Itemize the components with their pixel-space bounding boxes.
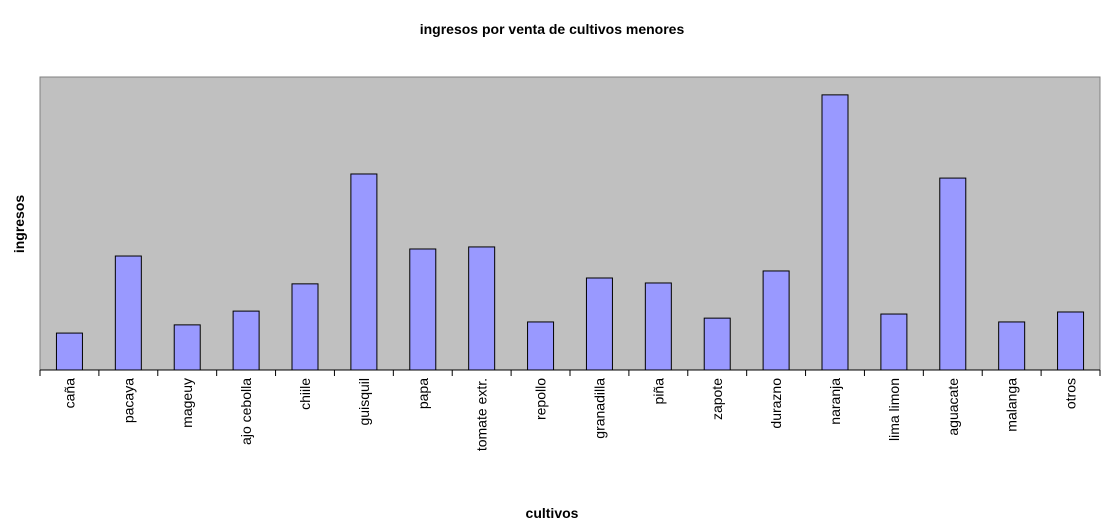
- x-tick-label: piña: [650, 378, 666, 405]
- bar: [644, 282, 672, 371]
- bar: [468, 246, 496, 371]
- bar: [585, 277, 613, 371]
- bar: [703, 317, 731, 371]
- bar: [998, 321, 1026, 371]
- x-tick-label: papa: [415, 378, 431, 409]
- x-tick-label: malanga: [1004, 378, 1020, 432]
- x-tick-label: tomate extr.: [474, 378, 490, 451]
- x-tick-label: chiile: [297, 378, 313, 410]
- bar: [939, 177, 967, 371]
- x-tick-label: caña: [61, 378, 77, 409]
- bar: [350, 173, 378, 371]
- bar: [1057, 311, 1085, 371]
- x-tick-label: otros: [1063, 378, 1079, 409]
- x-tick-label: ajo cebolla: [238, 378, 254, 445]
- chart-title: ingresos por venta de cultivos menores: [420, 21, 685, 37]
- x-tick-label: zapote: [709, 378, 725, 420]
- plot-area: [39, 76, 1101, 371]
- bar: [114, 255, 142, 371]
- x-tick-label: pacaya: [120, 378, 136, 423]
- x-tick-label: lima limon: [886, 378, 902, 441]
- x-tick-label: mageuy: [179, 378, 195, 428]
- x-tick-label: granadilla: [591, 378, 607, 439]
- bar: [527, 321, 555, 371]
- x-tick-label: aguacate: [945, 378, 961, 436]
- x-tick-label: guisquil: [356, 378, 372, 425]
- bar: [55, 332, 83, 371]
- bar: [232, 310, 260, 371]
- bar: [821, 94, 849, 371]
- x-axis-label: cultivos: [526, 505, 579, 521]
- bar: [762, 270, 790, 371]
- bar: [291, 283, 319, 371]
- x-tick-label: repollo: [533, 378, 549, 420]
- y-axis-label: ingresos: [11, 195, 27, 254]
- bar: [173, 324, 201, 371]
- x-tick-label: durazno: [768, 378, 784, 429]
- bar: [880, 313, 908, 371]
- x-tick-label: naranja: [827, 378, 843, 425]
- bar: [409, 248, 437, 371]
